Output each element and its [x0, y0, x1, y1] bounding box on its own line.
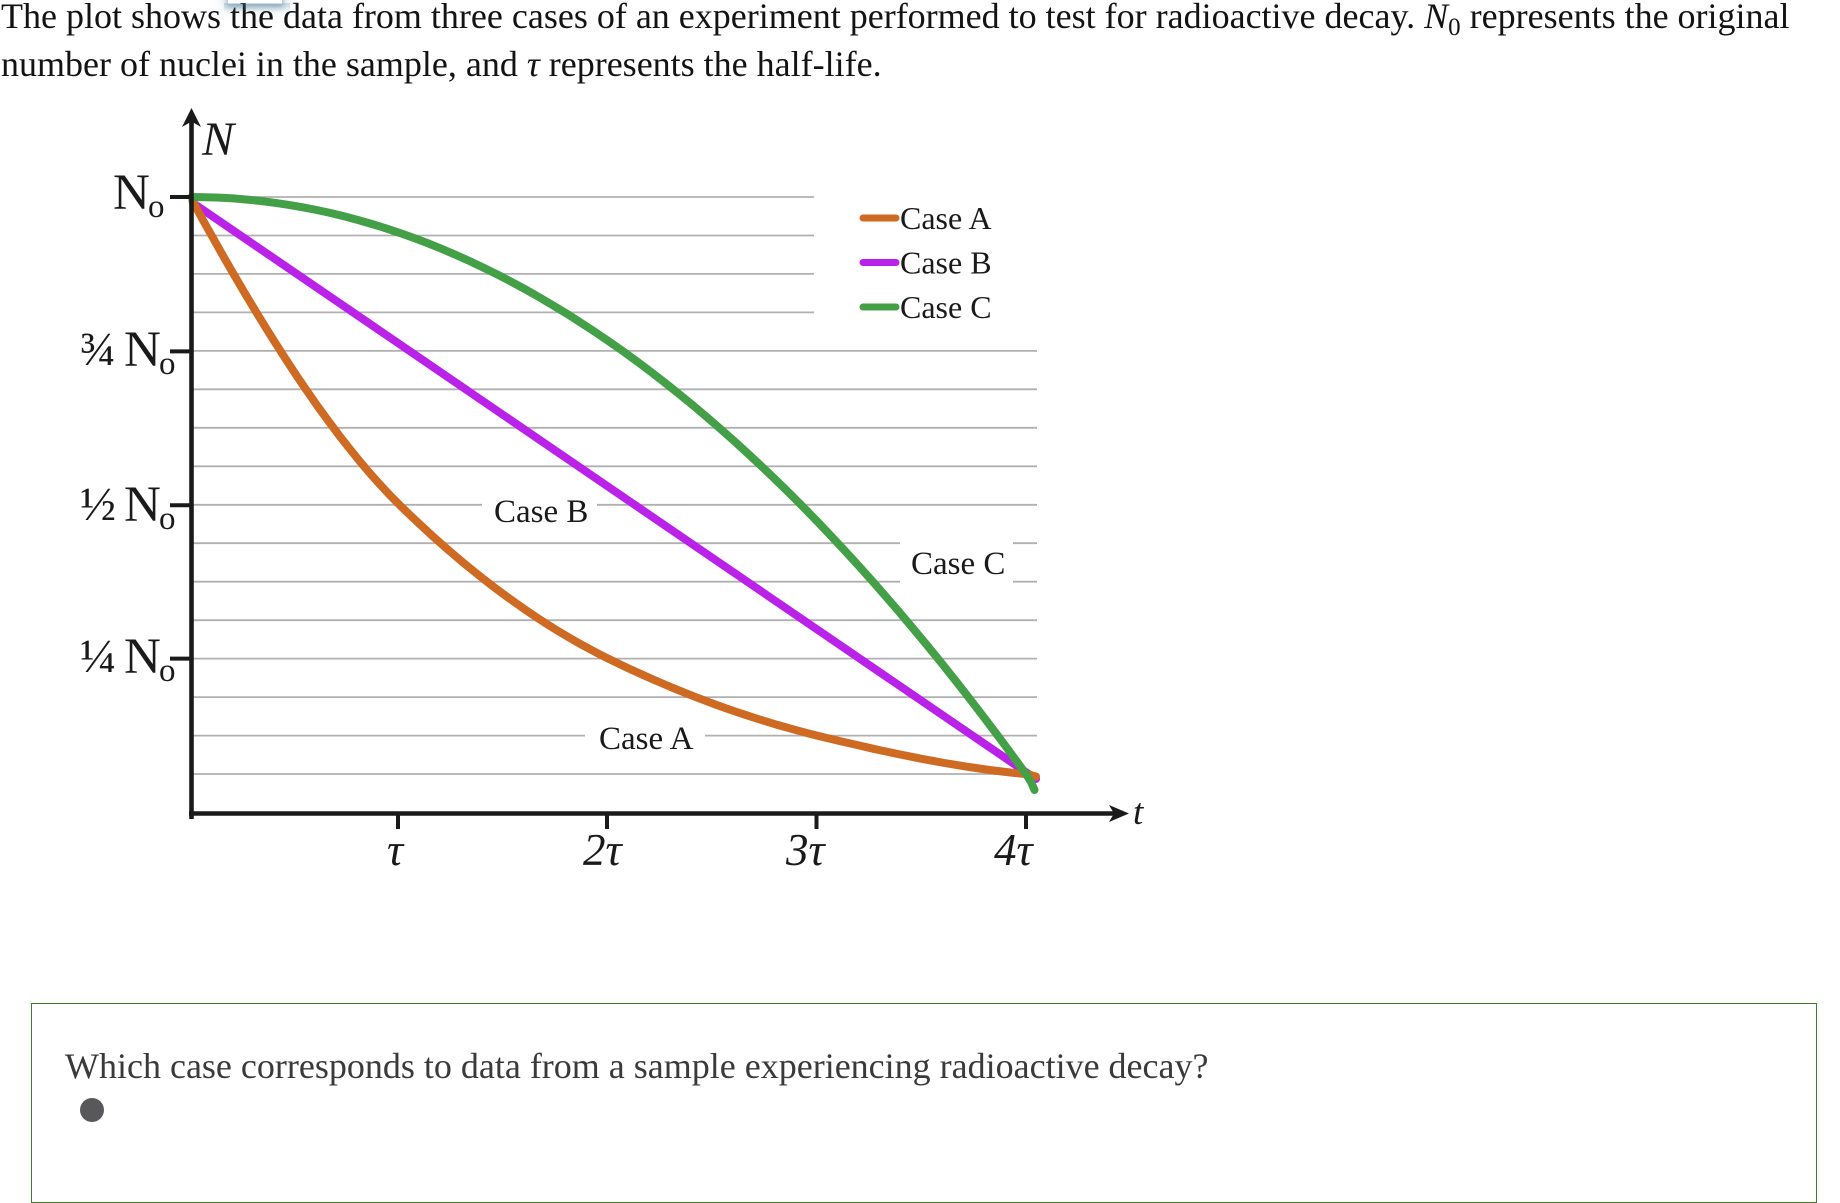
- svg-text:4τ: 4τ: [994, 825, 1035, 875]
- svg-text:N: N: [124, 629, 161, 685]
- svg-text:¼: ¼: [80, 630, 116, 683]
- svg-text:N: N: [113, 165, 150, 221]
- svg-text:Case B: Case B: [900, 245, 992, 281]
- svg-text:Case A: Case A: [900, 200, 992, 236]
- svg-text:¾: ¾: [80, 323, 116, 376]
- svg-text:N: N: [124, 477, 161, 533]
- svg-text:3τ: 3τ: [785, 825, 827, 875]
- svg-text:Case C: Case C: [900, 289, 992, 325]
- svg-text:Case A: Case A: [599, 721, 694, 757]
- svg-text:2τ: 2τ: [583, 825, 624, 875]
- svg-text:o: o: [159, 501, 176, 537]
- svg-text:t: t: [1133, 792, 1145, 833]
- svg-text:o: o: [159, 653, 176, 689]
- svg-text:N: N: [124, 322, 161, 378]
- svg-text:Case C: Case C: [911, 546, 1005, 582]
- svg-text:o: o: [148, 189, 165, 225]
- svg-text:½: ½: [80, 478, 116, 531]
- svg-text:Case B: Case B: [494, 494, 588, 530]
- svg-text:o: o: [159, 346, 176, 382]
- svg-text:N: N: [201, 113, 237, 166]
- svg-text:τ: τ: [387, 825, 405, 875]
